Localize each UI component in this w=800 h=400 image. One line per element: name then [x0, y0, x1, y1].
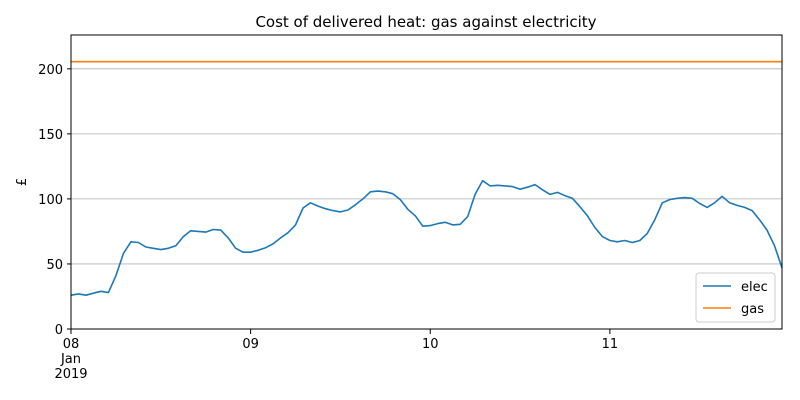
- series-line-elec: [70, 179, 783, 297]
- legend: elec gas: [695, 272, 776, 323]
- x-tick-label: 11: [602, 337, 619, 352]
- y-tick-label: 0: [55, 323, 63, 338]
- legend-label-gas: gas: [741, 302, 764, 317]
- x-tick-label: 10: [422, 337, 439, 352]
- y-axis-label: £: [15, 178, 30, 186]
- y-tick-label: 100: [38, 193, 63, 208]
- series-lines: [70, 60, 783, 297]
- legend-label-elec: elec: [741, 280, 768, 295]
- x-tick-label: 09: [242, 337, 259, 352]
- gridlines: [71, 68, 782, 265]
- x-tick-label: 08 Jan 2019: [54, 337, 87, 382]
- y-tick-label: 50: [46, 258, 63, 273]
- y-tick-label: 150: [38, 128, 63, 143]
- y-tick-label: 200: [38, 63, 63, 78]
- x-axis: 08 Jan 2019 09 10 11: [54, 329, 618, 382]
- y-axis: 0 50 100 150 200: [38, 63, 71, 338]
- chart-title: Cost of delivered heat: gas against elec…: [255, 13, 596, 31]
- plot-frame: [70, 34, 783, 330]
